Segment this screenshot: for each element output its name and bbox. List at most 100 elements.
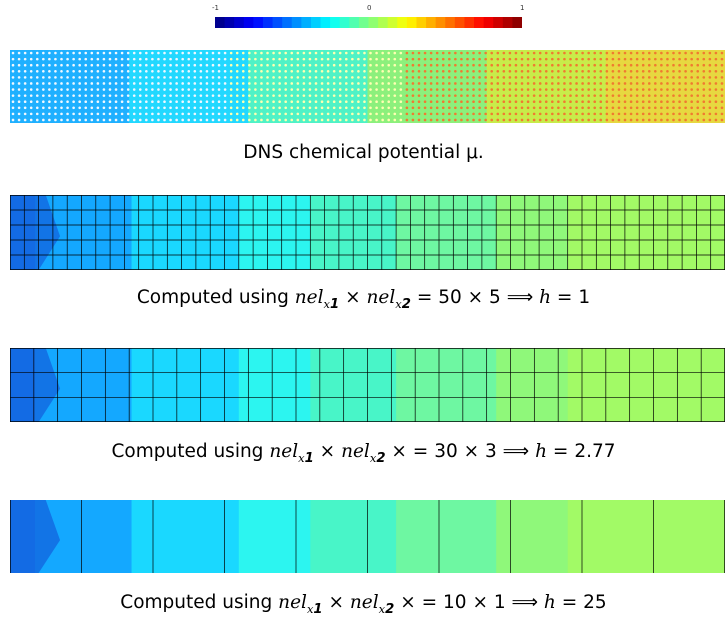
dns-dot: [435, 88, 439, 91]
dns-dot: [241, 106, 245, 110]
times-sign: ×: [400, 592, 416, 613]
dns-dot: [308, 118, 312, 122]
dns-dot: [357, 100, 360, 104]
dns-dot: [181, 106, 184, 110]
dns-dot: [454, 106, 457, 110]
dns-dot: [672, 112, 675, 116]
dns-dot: [363, 63, 366, 67]
dns-dot: [229, 82, 233, 85]
dns-dot: [290, 69, 294, 73]
dns-dot: [393, 69, 397, 73]
dns-dot: [708, 76, 712, 79]
dns-dot: [235, 51, 239, 55]
times-sign: ×: [391, 441, 407, 462]
dns-dot: [199, 94, 203, 97]
dns-dot: [720, 118, 724, 122]
dns-dot: [448, 57, 451, 61]
dns-dot: [60, 69, 63, 73]
dns-dot: [102, 57, 106, 61]
dns-dot: [308, 57, 312, 61]
dns-dot: [375, 100, 378, 104]
dns-dot: [114, 94, 118, 97]
dns-dot: [266, 63, 269, 67]
dns-dot: [344, 94, 348, 97]
dns-dot: [696, 112, 700, 116]
dns-dot: [151, 88, 154, 91]
dns-dot: [678, 118, 681, 122]
dns-dot: [145, 63, 148, 67]
dns-dot: [126, 88, 130, 91]
dns-dot: [629, 118, 633, 122]
dns-dot: [369, 63, 372, 67]
dns-dot: [532, 112, 536, 116]
dns-dot: [666, 112, 669, 116]
dns-dot: [320, 112, 324, 116]
dns-dot: [454, 94, 457, 97]
dns-dot: [102, 51, 106, 55]
dns-dot: [169, 112, 172, 116]
dns-dot: [23, 94, 27, 97]
dns-dot: [532, 82, 536, 85]
dns-dot: [278, 112, 281, 116]
dns-dot: [514, 118, 518, 122]
dns-dot: [96, 51, 100, 55]
dns-dot: [526, 69, 530, 73]
dns-dot: [599, 94, 603, 97]
dns-dot: [393, 88, 397, 91]
dns-dot: [187, 76, 191, 79]
dns-dot: [678, 88, 681, 91]
dns-dot: [520, 63, 524, 67]
dns-dot: [411, 76, 415, 79]
dns-dot: [551, 63, 554, 67]
dns-dot: [35, 94, 39, 97]
dns-dot: [314, 51, 318, 55]
dns-dot: [11, 112, 15, 116]
dns-dot: [375, 76, 378, 79]
dns-dot: [399, 106, 403, 110]
dns-dot: [587, 82, 590, 85]
h-label: h: [539, 287, 552, 308]
dns-dot: [90, 69, 94, 73]
dns-dot: [266, 69, 269, 73]
dns-dot: [478, 76, 481, 79]
dns-dot: [320, 51, 324, 55]
dns-dot: [629, 57, 633, 61]
dns-dot: [126, 100, 130, 104]
dns-dot: [163, 69, 166, 73]
dns-dot: [405, 82, 409, 85]
dns-dot: [48, 106, 51, 110]
dns-dot: [223, 118, 227, 122]
dns-dot: [647, 51, 651, 55]
dns-dot: [96, 118, 100, 122]
dns-dot: [393, 82, 397, 85]
dns-dot: [163, 112, 166, 116]
dns-dot: [96, 94, 100, 97]
dns-dot: [344, 82, 348, 85]
dns-dot: [460, 94, 463, 97]
dns-dot: [332, 118, 336, 122]
dns-dot: [563, 76, 566, 79]
dns-dot: [229, 94, 233, 97]
dns-dot: [302, 63, 306, 67]
dns-dot: [145, 112, 148, 116]
dns-dot: [490, 112, 494, 116]
dns-dot: [405, 69, 409, 73]
dns-dot: [223, 94, 227, 97]
dns-dot: [120, 106, 124, 110]
dns-dot: [42, 82, 45, 85]
dns-dot: [714, 51, 718, 55]
dns-dot: [108, 57, 112, 61]
dns-dot: [581, 69, 584, 73]
dns-dot: [60, 63, 63, 67]
dns-dot: [308, 76, 312, 79]
dns-dot: [175, 94, 178, 97]
dns-dot: [617, 63, 621, 67]
dns-dot: [96, 112, 100, 116]
dns-dot: [151, 76, 154, 79]
dns-dot: [502, 57, 506, 61]
dns-dot: [708, 112, 712, 116]
dns-dot: [235, 100, 239, 104]
dns-dot: [193, 63, 197, 67]
dns-dot: [569, 57, 572, 61]
dns-dot: [145, 82, 148, 85]
